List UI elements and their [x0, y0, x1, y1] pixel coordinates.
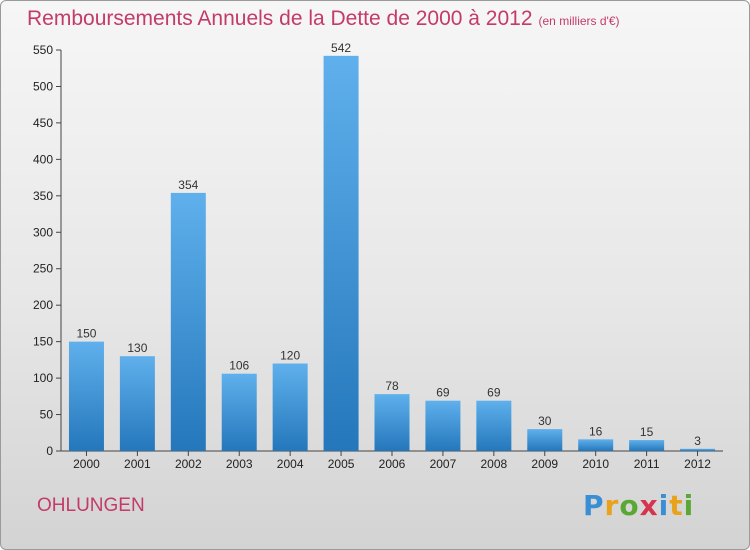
- data-label: 69: [436, 386, 450, 400]
- y-tick-label: 500: [33, 79, 53, 93]
- x-tick-label: 2008: [480, 457, 507, 471]
- chart-subtitle: (en milliers d'€): [538, 14, 620, 28]
- data-label: 16: [589, 424, 603, 438]
- data-label: 15: [640, 425, 654, 439]
- y-tick-label: 100: [33, 371, 53, 385]
- x-tick-label: 2005: [328, 457, 355, 471]
- logo-letter: o: [619, 489, 640, 522]
- data-label: 120: [280, 349, 300, 363]
- y-tick-label: 350: [33, 189, 53, 203]
- data-label: 78: [385, 379, 399, 393]
- x-tick-label: 2011: [634, 457, 660, 471]
- city-name: OHLUNGEN: [37, 495, 145, 516]
- x-tick-label: 2009: [531, 457, 558, 471]
- y-tick-label: 250: [33, 262, 53, 276]
- data-label: 130: [127, 341, 147, 355]
- data-label: 30: [538, 414, 552, 428]
- logo-letter: i: [658, 489, 670, 522]
- y-tick-label: 550: [33, 43, 53, 57]
- y-tick-label: 400: [33, 152, 53, 166]
- y-tick-label: 450: [33, 116, 53, 130]
- bar-2009: [527, 429, 563, 451]
- data-label: 106: [229, 359, 249, 373]
- x-tick-label: 2001: [124, 457, 151, 471]
- bar-2008: [476, 400, 512, 451]
- x-tick-label: 2002: [175, 457, 202, 471]
- bar-2002: [170, 192, 206, 451]
- data-label: 150: [76, 327, 96, 341]
- x-tick-label: 2003: [226, 457, 253, 471]
- bar-2011: [629, 440, 665, 451]
- x-tick-label: 2010: [582, 457, 609, 471]
- logo-letter: i: [683, 489, 695, 522]
- x-tick-label: 2007: [430, 457, 457, 471]
- y-tick-label: 200: [33, 298, 53, 312]
- chart-title-text: Remboursements Annuels de la Dette de 20…: [27, 7, 533, 30]
- bar-2007: [425, 400, 461, 451]
- bar-2010: [578, 439, 614, 451]
- chart-bars: [68, 55, 716, 451]
- logo-letter: P: [583, 489, 605, 522]
- y-tick-label: 300: [33, 225, 53, 239]
- y-tick-label: 150: [33, 335, 53, 349]
- bar-2012: [680, 448, 716, 451]
- data-label: 69: [487, 386, 501, 400]
- chart-data-labels: 150 130 354 106 120 542 78 69 69 30 16 15 3: [76, 41, 701, 448]
- logo-letter: r: [604, 489, 620, 522]
- bar-2003: [221, 373, 257, 451]
- logo-letter: x: [639, 489, 659, 522]
- x-tick-label: 2004: [277, 457, 304, 471]
- bar-2004: [272, 363, 308, 451]
- data-label: 354: [178, 178, 198, 192]
- x-tick-label: 2006: [379, 457, 406, 471]
- bar-2001: [119, 356, 155, 451]
- y-tick-label: 0: [46, 444, 53, 458]
- data-label: 3: [694, 434, 701, 448]
- data-label: 542: [331, 41, 351, 55]
- x-tick-label: 2012: [684, 457, 711, 471]
- x-tick-label: 2000: [73, 457, 100, 471]
- bar-2000: [68, 341, 104, 451]
- chart-title: Remboursements Annuels de la Dette de 20…: [27, 7, 620, 31]
- y-tick-label: 50: [40, 408, 54, 422]
- bar-2006: [374, 394, 410, 451]
- proxiti-logo: Proxiti: [583, 489, 694, 522]
- bar-2005: [323, 55, 359, 451]
- logo-letter: t: [669, 489, 684, 522]
